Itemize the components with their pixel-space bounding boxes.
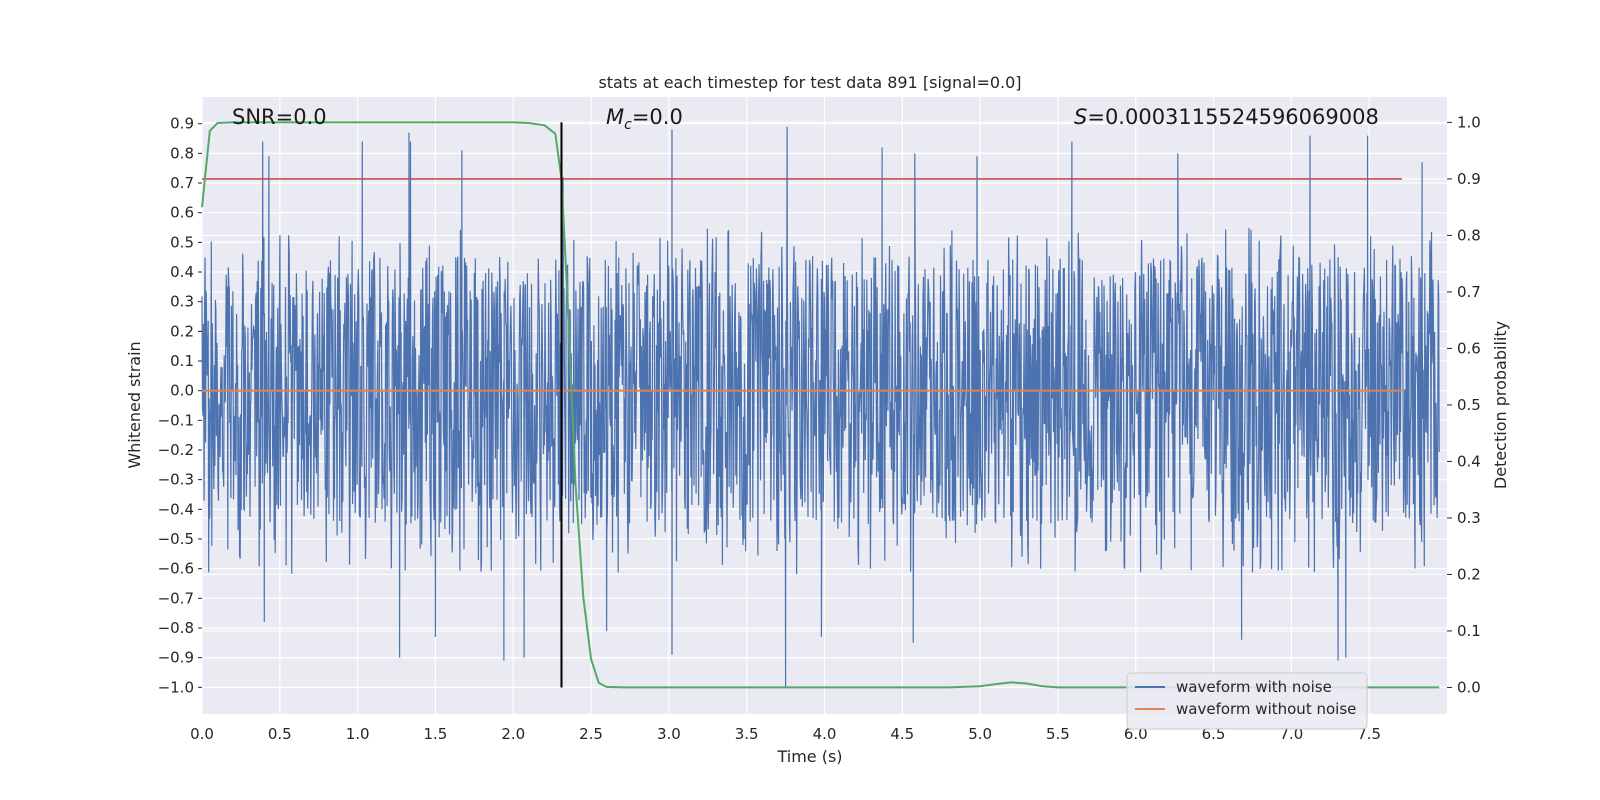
y-tick-label: −0.7: [158, 589, 194, 607]
y-tick-label: 0.0: [170, 382, 194, 400]
y-tick-label: 0.9: [170, 115, 194, 133]
x-axis-ticks: 0.0 0.5 1.0 1.5 2.0 2.5 3.0 3.5 4.0 4.5 5.0 5.5 6.0 6…: [190, 725, 1381, 743]
y2-tick-label: 0.4: [1457, 452, 1481, 470]
mc-symbol: M: [606, 105, 624, 129]
snr-annotation: SNR=0.0: [232, 105, 327, 129]
y2-tick-label: 0.0: [1457, 678, 1481, 696]
y-tick-label: 0.8: [170, 144, 194, 162]
mc-annotation: Mc=0.0: [606, 105, 683, 133]
y-tick-label: 0.7: [170, 174, 194, 192]
s-value: =0.0003115524596069008: [1087, 105, 1379, 129]
y-tick-label: 0.2: [170, 322, 194, 340]
x-tick-label: 2.5: [579, 725, 603, 743]
legend: waveform with noise waveform without noi…: [1126, 672, 1368, 730]
legend-label-clean: waveform without noise: [1176, 700, 1356, 718]
y2-tick-label: 0.3: [1457, 509, 1481, 527]
y-tick-label: −0.6: [158, 560, 194, 578]
y2-axis-label: Detection probability: [1491, 321, 1510, 489]
x-tick-label: 4.0: [813, 725, 837, 743]
y2-tick-label: 0.7: [1457, 283, 1481, 301]
series-layer: [201, 121, 1440, 689]
y2-tick-label: 0.8: [1457, 226, 1481, 244]
y-tick-label: −0.9: [158, 649, 194, 667]
y-tick-label: −0.1: [158, 411, 194, 429]
mc-subscript: c: [624, 117, 632, 133]
series-waveform-with-noise: [201, 126, 1440, 688]
y-tick-label: 0.3: [170, 293, 194, 311]
y-tick-label: 0.1: [170, 352, 194, 370]
x-tick-label: 0.0: [190, 725, 214, 743]
s-symbol: S: [1074, 105, 1087, 129]
y-tick-label: 0.6: [170, 204, 194, 222]
x-tick-label: 5.0: [968, 725, 992, 743]
series-detection-probability: [201, 121, 1440, 689]
y2-tick-label: 0.2: [1457, 565, 1481, 583]
y-axis-ticks: 0.9 0.8 0.7 0.6 0.5 0.4 0.3 0.2 0.1 0.0 −0.1 −0.2 −0…: [158, 115, 202, 696]
x-tick-label: 4.5: [890, 725, 914, 743]
y-axis-label: Whitened strain: [125, 341, 144, 468]
y2-tick-label: 1.0: [1457, 113, 1481, 131]
y-tick-label: −0.4: [158, 500, 194, 518]
y2-axis-ticks: 1.0 0.9 0.8 0.7 0.6 0.5 0.4 0.3 0.2 0.1 0.0: [1447, 113, 1481, 696]
y2-tick-label: 0.6: [1457, 339, 1481, 357]
x-tick-label: 0.5: [268, 725, 292, 743]
y2-tick-label: 0.9: [1457, 170, 1481, 188]
chart-title: stats at each timestep for test data 891…: [598, 73, 1021, 92]
y-tick-label: 0.4: [170, 263, 194, 281]
y-tick-label: −0.5: [158, 530, 194, 548]
x-tick-label: 2.0: [501, 725, 525, 743]
legend-box: [1126, 672, 1368, 730]
x-tick-label: 1.5: [424, 725, 448, 743]
y-tick-label: −0.3: [158, 471, 194, 489]
x-tick-label: 1.0: [346, 725, 370, 743]
y-tick-label: 0.5: [170, 233, 194, 251]
x-tick-label: 7.5: [1357, 725, 1381, 743]
y-tick-label: −1.0: [158, 678, 194, 696]
x-tick-label: 3.0: [657, 725, 681, 743]
x-tick-label: 5.5: [1046, 725, 1070, 743]
y2-tick-label: 0.5: [1457, 396, 1481, 414]
y2-tick-label: 0.1: [1457, 622, 1481, 640]
legend-label-noise: waveform with noise: [1176, 678, 1332, 696]
s-annotation: S=0.0003115524596069008: [1074, 105, 1379, 129]
mc-value: =0.0: [632, 105, 683, 129]
x-axis-label: Time (s): [776, 747, 842, 766]
x-tick-label: 3.5: [735, 725, 759, 743]
y-tick-label: −0.8: [158, 619, 194, 637]
y-tick-label: −0.2: [158, 441, 194, 459]
